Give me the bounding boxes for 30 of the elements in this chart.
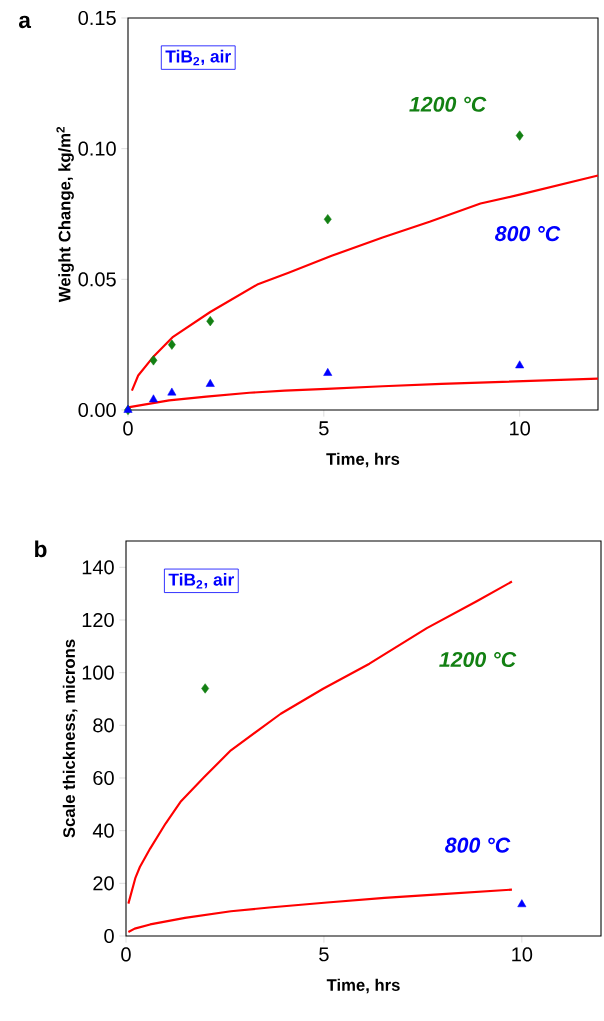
y-tick-label: 80 (93, 718, 114, 733)
y-tick-label: 0.05 (78, 272, 116, 287)
annotation: TiB$_{2}$, air (165, 49, 231, 66)
x-tick-label: 10 (510, 421, 530, 436)
y-tick-label: 100 (82, 665, 114, 680)
y-axis-title: Scale thickness, microns (62, 639, 78, 838)
y-tick-label: 60 (93, 770, 114, 786)
x-tick-label: 5 (319, 421, 329, 436)
text: 800 °C (495, 226, 561, 242)
x-axis-title: Time, hrs (326, 452, 400, 468)
y-axis-title: Weight Change, kg/m$^{2}$ (56, 126, 74, 303)
text: 800 °C (445, 837, 511, 853)
chart-title: b (35, 540, 47, 558)
y-tick-label: 40 (92, 823, 114, 838)
y-tick-label: 0.00 (78, 402, 116, 418)
x-tick-label: 0 (121, 947, 131, 962)
text: 1200 °C (439, 651, 517, 668)
series-label: 1200 °C (409, 96, 487, 112)
chart-title: a (18, 15, 32, 29)
x-axis-title: Time, hrs (326, 978, 400, 994)
y-tick-label: 120 (82, 612, 114, 628)
x-tick-label: 0 (123, 421, 133, 436)
y-tick-label: 140 (82, 560, 114, 575)
y-tick-label: 0.15 (78, 10, 116, 26)
x-tick-label: 5 (319, 947, 329, 962)
y-tick-label: 20 (93, 876, 114, 891)
y-tick-label: 0.10 (78, 141, 116, 156)
y-tick-label: 0 (104, 928, 114, 944)
x-tick-label: 10 (512, 947, 533, 962)
annotation: TiB$_{2}$, air (168, 573, 234, 589)
